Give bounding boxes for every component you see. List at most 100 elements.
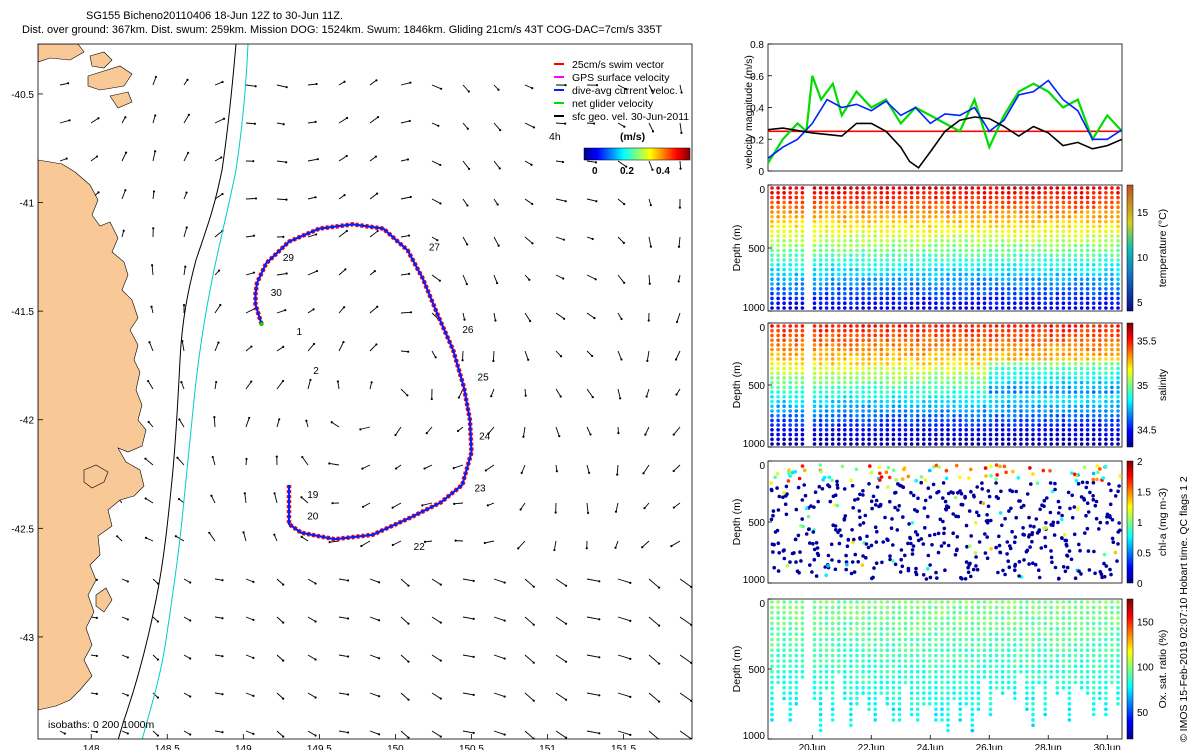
section-point xyxy=(898,483,902,488)
section-point xyxy=(1019,413,1023,418)
section-point xyxy=(970,267,975,272)
section-point xyxy=(855,390,859,394)
velocity-arrow xyxy=(369,382,373,390)
section-point xyxy=(837,287,841,291)
velocity-arrow xyxy=(493,274,498,284)
section-point xyxy=(812,347,817,352)
velocity-arrow-head xyxy=(336,380,340,383)
section-point xyxy=(818,195,823,200)
section-point xyxy=(1073,306,1078,310)
section-point xyxy=(1055,343,1060,347)
section-point xyxy=(818,691,823,695)
section-point xyxy=(963,495,967,500)
section-point xyxy=(1031,352,1035,357)
section-point xyxy=(891,616,896,620)
section-point xyxy=(788,191,792,195)
section-point xyxy=(1025,442,1029,446)
section-point xyxy=(873,371,877,376)
section-point xyxy=(873,324,877,328)
section-point xyxy=(1079,296,1084,301)
velocity-arrow xyxy=(648,160,653,170)
section-point xyxy=(1037,248,1041,253)
section-point xyxy=(1019,229,1023,233)
velocity-arrow-head xyxy=(532,126,536,129)
section-point xyxy=(1037,575,1042,580)
section-point xyxy=(1085,306,1090,310)
section-point xyxy=(830,691,835,695)
section-point xyxy=(1098,243,1102,248)
section-point xyxy=(1061,306,1066,310)
velocity-arrow-head xyxy=(594,278,597,281)
velocity-arrow-head xyxy=(373,269,376,273)
section-point xyxy=(798,550,802,554)
section-point xyxy=(830,239,835,243)
section-point xyxy=(994,409,999,413)
section-point xyxy=(818,301,823,306)
section-point xyxy=(770,306,774,310)
section-point xyxy=(788,648,792,652)
velocity-arrow xyxy=(243,532,247,542)
section-point xyxy=(909,195,914,200)
section-point xyxy=(1049,205,1053,209)
section-point xyxy=(843,357,847,361)
section-point xyxy=(1067,549,1072,553)
section-point xyxy=(934,272,938,277)
section-point xyxy=(1073,277,1078,282)
velocity-arrow-head xyxy=(275,455,278,458)
section-point xyxy=(1031,371,1035,376)
section-point xyxy=(794,186,799,190)
section-point xyxy=(788,272,792,277)
section-point xyxy=(946,263,950,267)
velocity-arrow-head xyxy=(564,584,568,587)
section-point xyxy=(934,632,938,636)
section-point xyxy=(1110,362,1114,366)
section-point xyxy=(1110,395,1114,399)
section-point xyxy=(812,219,817,224)
section-point xyxy=(770,418,774,423)
section-point xyxy=(792,551,796,555)
velocity-arrow-head xyxy=(189,581,192,584)
section-point xyxy=(800,600,805,604)
section-point xyxy=(940,691,944,695)
section-point xyxy=(830,306,835,310)
section-point xyxy=(970,215,975,219)
section-point xyxy=(1104,234,1108,238)
section-point xyxy=(879,282,884,286)
section-point xyxy=(1061,376,1066,380)
section-point xyxy=(1061,371,1066,376)
section-point xyxy=(1091,243,1096,248)
section-point xyxy=(1035,531,1040,535)
section-point xyxy=(824,267,829,272)
section-point xyxy=(958,432,962,437)
section-point xyxy=(800,627,805,631)
section-point xyxy=(909,702,914,706)
section-point xyxy=(885,686,890,690)
section-point xyxy=(1006,423,1011,427)
section-point xyxy=(915,333,920,338)
section-point xyxy=(818,718,823,722)
section-point xyxy=(1116,277,1120,282)
section-point xyxy=(909,707,914,711)
section-point xyxy=(946,224,950,229)
velocity-arrow xyxy=(679,122,682,133)
section-point xyxy=(1061,248,1066,253)
section-point xyxy=(782,357,786,361)
section-point xyxy=(964,258,968,262)
section-point xyxy=(928,200,932,205)
section-point xyxy=(879,263,884,267)
section-point xyxy=(922,352,926,357)
section-point xyxy=(873,718,877,722)
section-point xyxy=(1079,263,1084,267)
section-point xyxy=(843,442,847,446)
section-point xyxy=(1098,437,1102,442)
section-point xyxy=(861,390,865,394)
section-point xyxy=(788,371,792,376)
section-point xyxy=(1025,437,1029,442)
section-point xyxy=(909,490,913,495)
section-point xyxy=(849,404,853,409)
section-point xyxy=(1079,243,1084,248)
velocity-arrow-head xyxy=(520,471,523,474)
velocity-arrow xyxy=(648,692,660,703)
section-point xyxy=(1045,496,1049,500)
